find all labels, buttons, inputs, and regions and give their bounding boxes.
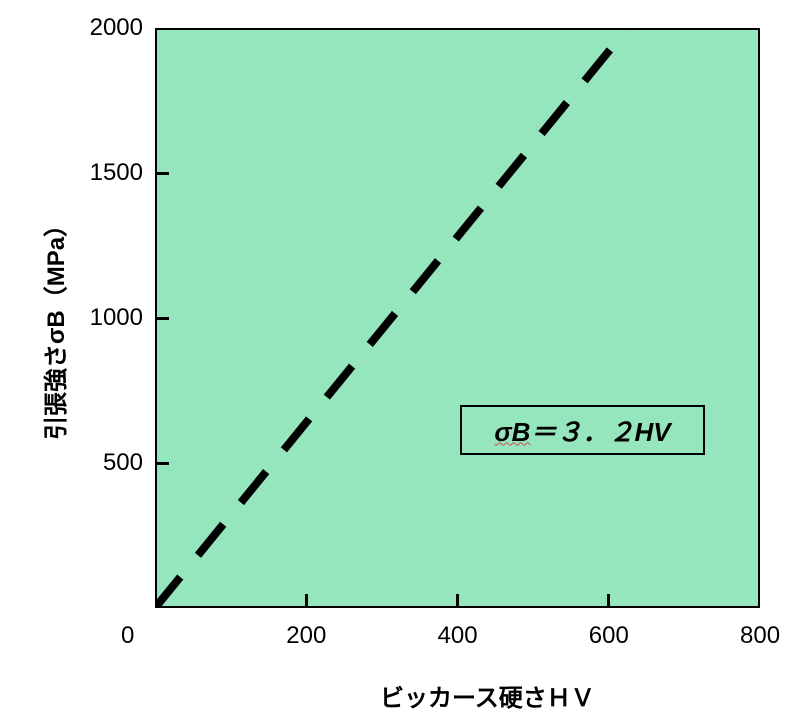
x-tick-mark xyxy=(456,594,459,608)
chart: 引張強さσB（MPa） ビッカース硬さＨＶ σB＝３．２HV 020040060… xyxy=(0,0,800,708)
y-tick-mark xyxy=(155,462,169,465)
y-tick-label: 500 xyxy=(103,449,143,477)
y-axis-label-text: 引張強さσB（MPa） xyxy=(43,213,70,440)
plot-area xyxy=(155,28,760,608)
y-tick-mark xyxy=(155,317,169,320)
x-tick-label: 400 xyxy=(438,622,478,650)
x-tick-mark xyxy=(607,594,610,608)
y-tick-label: 2000 xyxy=(90,14,143,42)
x-tick-label: 600 xyxy=(589,622,629,650)
x-tick-mark xyxy=(305,594,308,608)
x-tick-label: 0 xyxy=(121,622,134,650)
formula-box: σB＝３．２HV xyxy=(460,405,705,455)
x-tick-label: 800 xyxy=(740,622,780,650)
y-axis-label: 引張強さσB（MPa） xyxy=(36,213,71,440)
x-tick-label: 200 xyxy=(286,622,326,650)
y-tick-label: 1500 xyxy=(90,159,143,187)
y-tick-mark xyxy=(155,172,169,175)
formula-text: σB＝３．２HV xyxy=(494,412,670,449)
y-tick-label: 1000 xyxy=(90,304,143,332)
